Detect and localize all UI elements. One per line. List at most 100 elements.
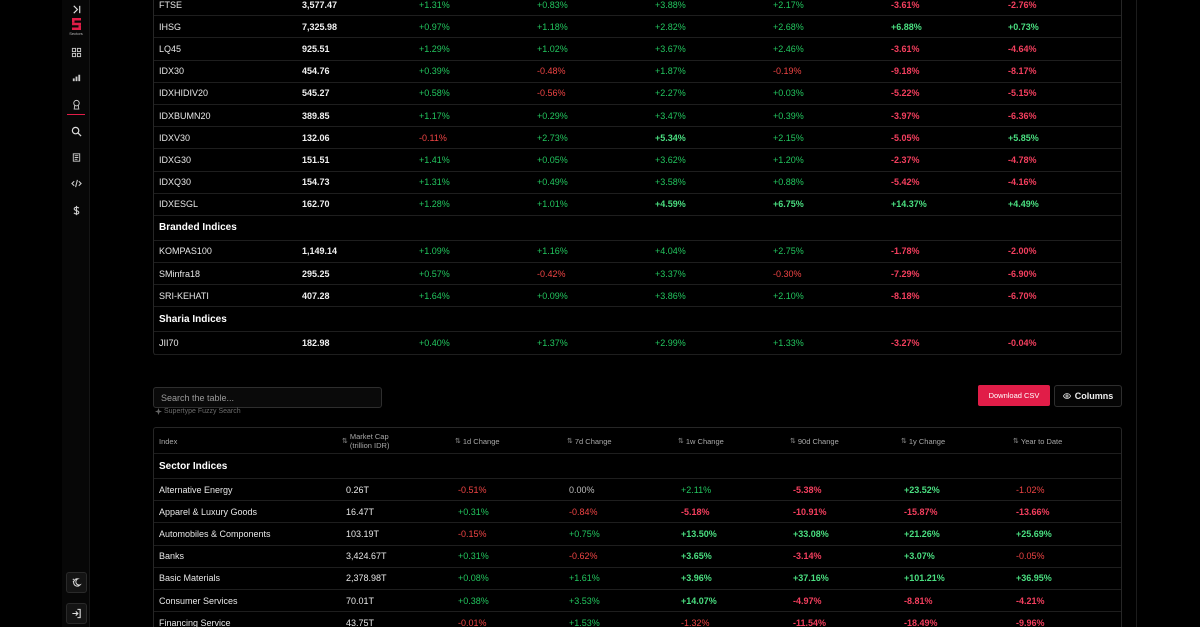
sectors-logo-icon (71, 18, 81, 30)
table-row[interactable]: SRI-KEHATI 407.28 +1.64% +0.09% +3.86% +2.10%… (154, 285, 1121, 308)
cell-name[interactable]: IDXHIDIV20 (159, 88, 209, 99)
header-market-cap-line2: (trillion IDR) (349, 441, 390, 450)
cell-name[interactable]: SRI-KEHATI (159, 290, 209, 301)
cell-d90: -11.54% (793, 617, 827, 627)
cell-name[interactable]: Financing Service (159, 617, 231, 627)
cell-mcap: 43.75T (346, 617, 375, 627)
sidebar-item-api[interactable] (62, 174, 90, 192)
cell-name[interactable]: Banks (159, 551, 185, 562)
cell-ytd: -2.00% (1008, 246, 1037, 257)
cell-d7: +1.18% (537, 21, 568, 32)
download-csv-button[interactable]: Download CSV (978, 385, 1050, 406)
table-row[interactable]: LQ45 925.51 +1.29% +1.02% +3.67% +2.46% -3.61%… (154, 38, 1121, 61)
cell-d1: +1.64% (419, 290, 450, 301)
cell-d7: 0.00% (569, 484, 595, 495)
cell-name[interactable]: IDX30 (159, 66, 185, 77)
header-ytd[interactable]: ⇅ Year to Date (1013, 428, 1062, 454)
sidebar-item-pricing[interactable] (62, 201, 90, 219)
header-1w-change[interactable]: ⇅ 1w Change (678, 428, 724, 454)
sidebar-item-charts[interactable] (62, 68, 90, 86)
cell-value: 151.51 (302, 154, 330, 165)
cell-name[interactable]: Consumer Services (159, 595, 238, 606)
cell-name[interactable]: Apparel & Luxury Goods (159, 506, 258, 517)
table-row[interactable]: Financing Service 43.75T -0.01% +1.53% -1.32… (154, 612, 1121, 627)
cell-d1: -0.11% (419, 132, 447, 143)
table-row[interactable]: IDXBUMN20 389.85 +1.17% +0.29% +3.47% +0.39% -… (154, 105, 1121, 128)
header-90d-change[interactable]: ⇅ 90d Change (790, 428, 839, 454)
table-row[interactable]: Apparel & Luxury Goods 16.47T +0.31% -0.84%… (154, 501, 1121, 524)
cell-w1: +1.87% (655, 66, 686, 77)
table-row[interactable]: Banks 3,424.67T +0.31% -0.62% +3.65% -3.14% +3… (154, 546, 1121, 568)
table-row[interactable]: IDXQ30 154.73 +1.31% +0.49% +3.58% +0.88% -5.4… (154, 172, 1121, 194)
collapse-icon (72, 4, 80, 14)
search-input[interactable] (154, 388, 381, 407)
collapse-sidebar-button[interactable] (62, 0, 90, 18)
table-row[interactable]: Automobiles & Components 103.19T -0.15% +0.… (154, 523, 1121, 546)
cell-w1: +3.58% (655, 177, 686, 188)
table-row[interactable]: FTSE 3,577.47 +1.31% +0.83% +3.88% +2.17% -3.6… (154, 0, 1121, 17)
cell-value: 3,577.47 (302, 0, 338, 10)
table-row[interactable]: JII70 182.98 +0.40% +1.37% +2.99% +1.33% -3.27… (154, 332, 1121, 355)
cell-y1: -2.37% (891, 154, 920, 165)
theme-toggle-icon (72, 578, 82, 587)
cell-d7: +0.75% (569, 528, 600, 539)
cell-name[interactable]: KOMPAS100 (159, 246, 212, 257)
header-7d-change[interactable]: ⇅ 7d Change (567, 428, 612, 454)
header-index[interactable]: Index (159, 428, 177, 454)
header-1y-change[interactable]: ⇅ 1y Change (901, 428, 945, 454)
sidebar-item-search[interactable] (62, 122, 90, 140)
table-row[interactable]: Alternative Energy 0.26T -0.51% 0.00% +2.11%… (154, 479, 1121, 502)
table-row[interactable]: IDXG30 151.51 +1.41% +0.05% +3.62% +1.20% -2.3… (154, 149, 1121, 172)
cell-name[interactable]: LQ45 (159, 43, 182, 54)
cell-value: 545.27 (302, 88, 330, 99)
table-row[interactable]: IDXHIDIV20 545.27 +0.58% -0.56% +2.27% +0.03%… (154, 83, 1121, 105)
sort-icon: ⇅ (1013, 438, 1019, 445)
cell-name[interactable]: Alternative Energy (159, 484, 233, 495)
header-market-cap[interactable]: ⇅ Market Cap (trillion IDR) (342, 428, 389, 454)
table-row[interactable]: IDX30 454.76 +0.39% -0.48% +1.87% -0.19% -9.18… (154, 61, 1121, 83)
header-market-cap-line1: Market Cap (349, 432, 389, 441)
cell-name[interactable]: Automobiles & Components (159, 528, 271, 539)
cell-name[interactable]: IDXG30 (159, 154, 192, 165)
search-hint-text: Supertype Fuzzy Search (164, 408, 241, 415)
sidebar-item-dashboard[interactable] (62, 43, 90, 61)
table-row[interactable]: IDXV30 132.06 -0.11% +2.73% +5.34% +2.15% -5.0… (154, 127, 1121, 150)
theme-toggle-button[interactable] (66, 572, 87, 593)
cell-d90: +0.88% (773, 177, 804, 188)
header-1d-change[interactable]: ⇅ 1d Change (455, 428, 500, 454)
cell-name[interactable]: Basic Materials (159, 573, 221, 584)
sectors-logo[interactable]: Sectors (62, 18, 90, 36)
cell-name[interactable]: FTSE (159, 0, 183, 10)
table-row[interactable]: Consumer Services 70.01T +0.38% +3.53% +14.0… (154, 590, 1121, 613)
cell-y1: -1.78% (891, 246, 920, 257)
cell-name[interactable]: IDXV30 (159, 132, 191, 143)
cell-ytd: +5.85% (1008, 132, 1039, 143)
cell-w1: +2.82% (655, 21, 686, 32)
cell-name[interactable]: SMinfra18 (159, 268, 201, 279)
table-row[interactable]: Basic Materials 2,378.98T +0.08% +1.61% +3.9… (154, 568, 1121, 590)
cell-d90: +2.15% (773, 132, 804, 143)
cell-name[interactable]: IHSG (159, 21, 182, 32)
cell-ytd: -4.21% (1016, 595, 1045, 606)
cell-mcap: 16.47T (346, 506, 375, 517)
cell-name[interactable]: IDXQ30 (159, 177, 192, 188)
login-button[interactable] (66, 603, 87, 624)
cell-d90: +1.20% (773, 154, 804, 165)
cell-d90: +37.16% (793, 573, 829, 584)
table-row[interactable]: SMinfra18 295.25 +0.57% -0.42% +3.37% -0.30% -… (154, 263, 1121, 286)
columns-button[interactable]: Columns (1054, 385, 1122, 407)
table-row[interactable]: IDXESGL 162.70 +1.28% +1.01% +4.59% +6.75% +14… (154, 194, 1121, 216)
table-row[interactable]: KOMPAS100 1,149.14 +1.09% +1.16% +4.04% +2.75… (154, 241, 1121, 264)
sidebar-item-indices[interactable] (62, 95, 90, 113)
cell-name[interactable]: IDXBUMN20 (159, 110, 211, 121)
table-row[interactable]: IHSG 7,325.98 +0.97% +1.18% +2.82% +2.68% +6.8… (154, 16, 1121, 39)
cell-ytd: +25.69% (1016, 528, 1052, 539)
header-index-label: Index (159, 436, 178, 446)
search-hint: Supertype Fuzzy Search (155, 408, 241, 415)
cell-name[interactable]: JII70 (159, 338, 179, 349)
cell-name[interactable]: IDXESGL (159, 199, 199, 210)
sidebar-item-reports[interactable] (62, 148, 90, 166)
sectors-table: Index ⇅ Market Cap (trillion IDR) ⇅ 1d Cha… (153, 427, 1122, 627)
cell-w1: +3.86% (655, 290, 686, 301)
cell-d90: -4.97% (793, 595, 822, 606)
